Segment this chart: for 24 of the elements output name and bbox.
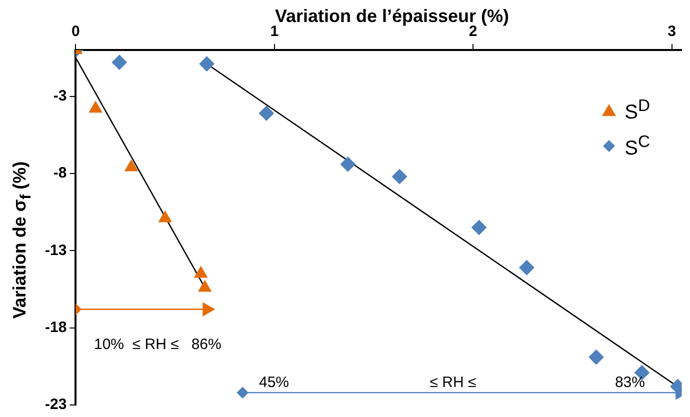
point: [340, 156, 356, 172]
point: [472, 220, 487, 235]
x-tick-label: 0: [72, 23, 80, 40]
legend-label: S$^{C}$: [624, 132, 650, 160]
y-tick-label: -18: [44, 318, 67, 336]
annotation: 83%: [614, 374, 645, 392]
y-tick-label: -23: [44, 396, 67, 414]
annotation: ≤ RH ≤: [430, 374, 476, 392]
x-tick-label: 3: [668, 23, 676, 40]
legend-label: S$^{D}$: [624, 96, 650, 124]
point: [112, 54, 127, 70]
point: [392, 169, 408, 184]
y-tick-label: -8: [53, 164, 67, 182]
y-tick-label: -13: [44, 242, 67, 259]
point: [519, 260, 534, 276]
x-tick-label: 1: [270, 23, 279, 40]
annotation: 45%: [259, 374, 290, 392]
point: [199, 56, 214, 72]
x-axis-title: Variation de l’épaisseur (%): [274, 6, 510, 26]
annotation: 10% ≤ RH ≤ 86%: [94, 336, 222, 354]
x-tick-label: 2: [468, 23, 478, 40]
point: [588, 350, 604, 365]
y-tick-label: -3: [53, 87, 67, 104]
point: [258, 106, 274, 121]
